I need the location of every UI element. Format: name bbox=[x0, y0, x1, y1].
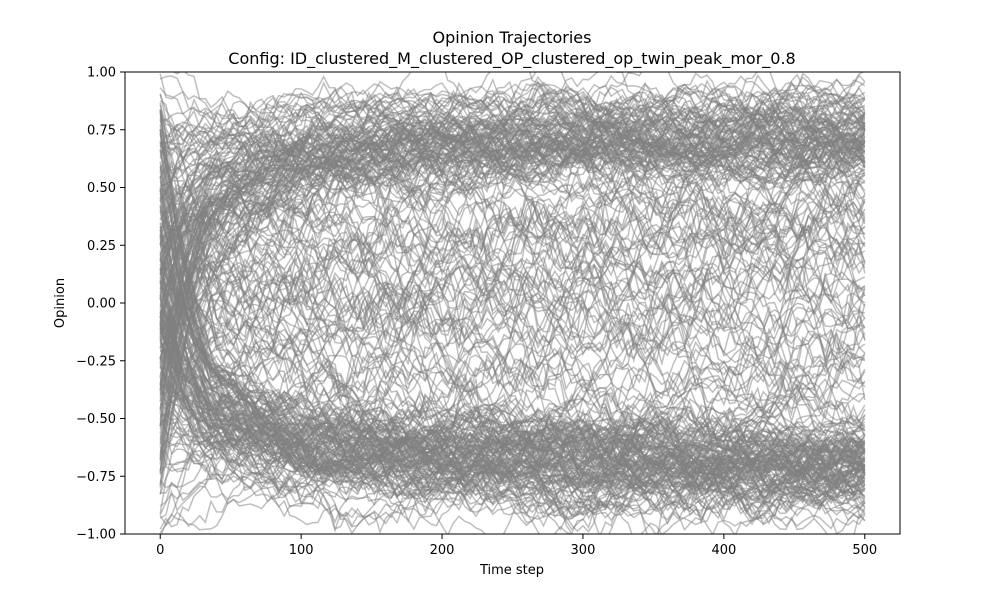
trajectory-line bbox=[159, 356, 866, 446]
trajectory-line bbox=[159, 81, 866, 195]
trajectory-line bbox=[159, 196, 866, 518]
x-tick-label: 100 bbox=[289, 543, 314, 558]
trajectory-line bbox=[159, 287, 866, 514]
trajectory-line bbox=[159, 297, 866, 466]
x-tick-label: 200 bbox=[430, 543, 455, 558]
trajectory-line bbox=[159, 90, 866, 319]
y-axis: 1.00 0.75 0.50 0.25 0.00 −0.25 −0.50 −0.75 −1.00 bbox=[76, 66, 125, 543]
trajectory-line bbox=[160, 421, 866, 516]
trajectory-line bbox=[159, 220, 866, 444]
chart-subtitle: Config: ID_clustered_M_clustered_OP_clus… bbox=[228, 49, 795, 69]
trajectory-line bbox=[159, 236, 866, 388]
trajectory-line bbox=[159, 403, 866, 534]
trajectory-line bbox=[159, 116, 866, 461]
trajectory-line bbox=[159, 93, 866, 250]
trajectory-line bbox=[159, 192, 866, 353]
trajectory-line bbox=[159, 249, 866, 461]
trajectory-line bbox=[160, 150, 866, 314]
trajectory-line bbox=[159, 239, 866, 397]
x-tick-label: 400 bbox=[711, 543, 736, 558]
y-tick-label: 0.75 bbox=[87, 123, 116, 138]
trajectory-line bbox=[159, 97, 866, 305]
trajectory-lines bbox=[159, 72, 866, 534]
trajectory-line bbox=[159, 96, 866, 239]
chart-title: Opinion Trajectories bbox=[433, 28, 592, 47]
y-tick-label: 0.50 bbox=[87, 181, 116, 196]
trajectory-line bbox=[159, 151, 866, 306]
trajectory-line bbox=[159, 149, 866, 326]
trajectory-line bbox=[159, 166, 866, 336]
trajectory-line bbox=[159, 188, 866, 417]
trajectory-line bbox=[159, 190, 866, 471]
y-tick-label: 1.00 bbox=[87, 66, 116, 81]
trajectory-line bbox=[159, 110, 866, 395]
trajectory-line bbox=[159, 256, 866, 406]
y-tick-label: 0.00 bbox=[87, 297, 116, 312]
y-tick-label: −0.25 bbox=[76, 354, 116, 369]
trajectory-line bbox=[159, 445, 866, 530]
trajectory-line bbox=[159, 105, 866, 413]
y-tick-label: −0.50 bbox=[76, 412, 116, 427]
trajectory-line bbox=[160, 81, 866, 187]
trajectory-line bbox=[159, 90, 866, 284]
trajectory-line bbox=[159, 280, 865, 480]
y-tick-label: −1.00 bbox=[76, 528, 116, 543]
x-tick-label: 500 bbox=[852, 543, 877, 558]
trajectory-line bbox=[159, 422, 866, 516]
trajectory-line bbox=[159, 132, 865, 488]
trajectory-line bbox=[159, 147, 866, 200]
x-tick-label: 300 bbox=[571, 543, 596, 558]
y-axis-label: Opinion bbox=[53, 278, 68, 328]
trajectory-line bbox=[159, 278, 866, 488]
trajectory-line bbox=[159, 144, 866, 278]
trajectory-line bbox=[159, 218, 866, 402]
trajectory-line bbox=[159, 205, 865, 494]
trajectory-line bbox=[159, 235, 866, 409]
y-tick-label: −0.75 bbox=[76, 470, 116, 485]
trajectory-line bbox=[159, 91, 866, 173]
trajectory-line bbox=[159, 181, 866, 486]
trajectory-line bbox=[159, 100, 866, 176]
y-tick-label: 0.25 bbox=[87, 239, 116, 254]
trajectory-line bbox=[159, 268, 866, 401]
trajectory-line bbox=[159, 104, 866, 245]
trajectory-line bbox=[159, 171, 866, 476]
x-tick-label: 0 bbox=[156, 543, 164, 558]
x-axis-label: Time step bbox=[479, 563, 544, 578]
x-axis: 0 100 200 300 400 500 bbox=[156, 534, 877, 558]
trajectory-line bbox=[159, 200, 866, 364]
